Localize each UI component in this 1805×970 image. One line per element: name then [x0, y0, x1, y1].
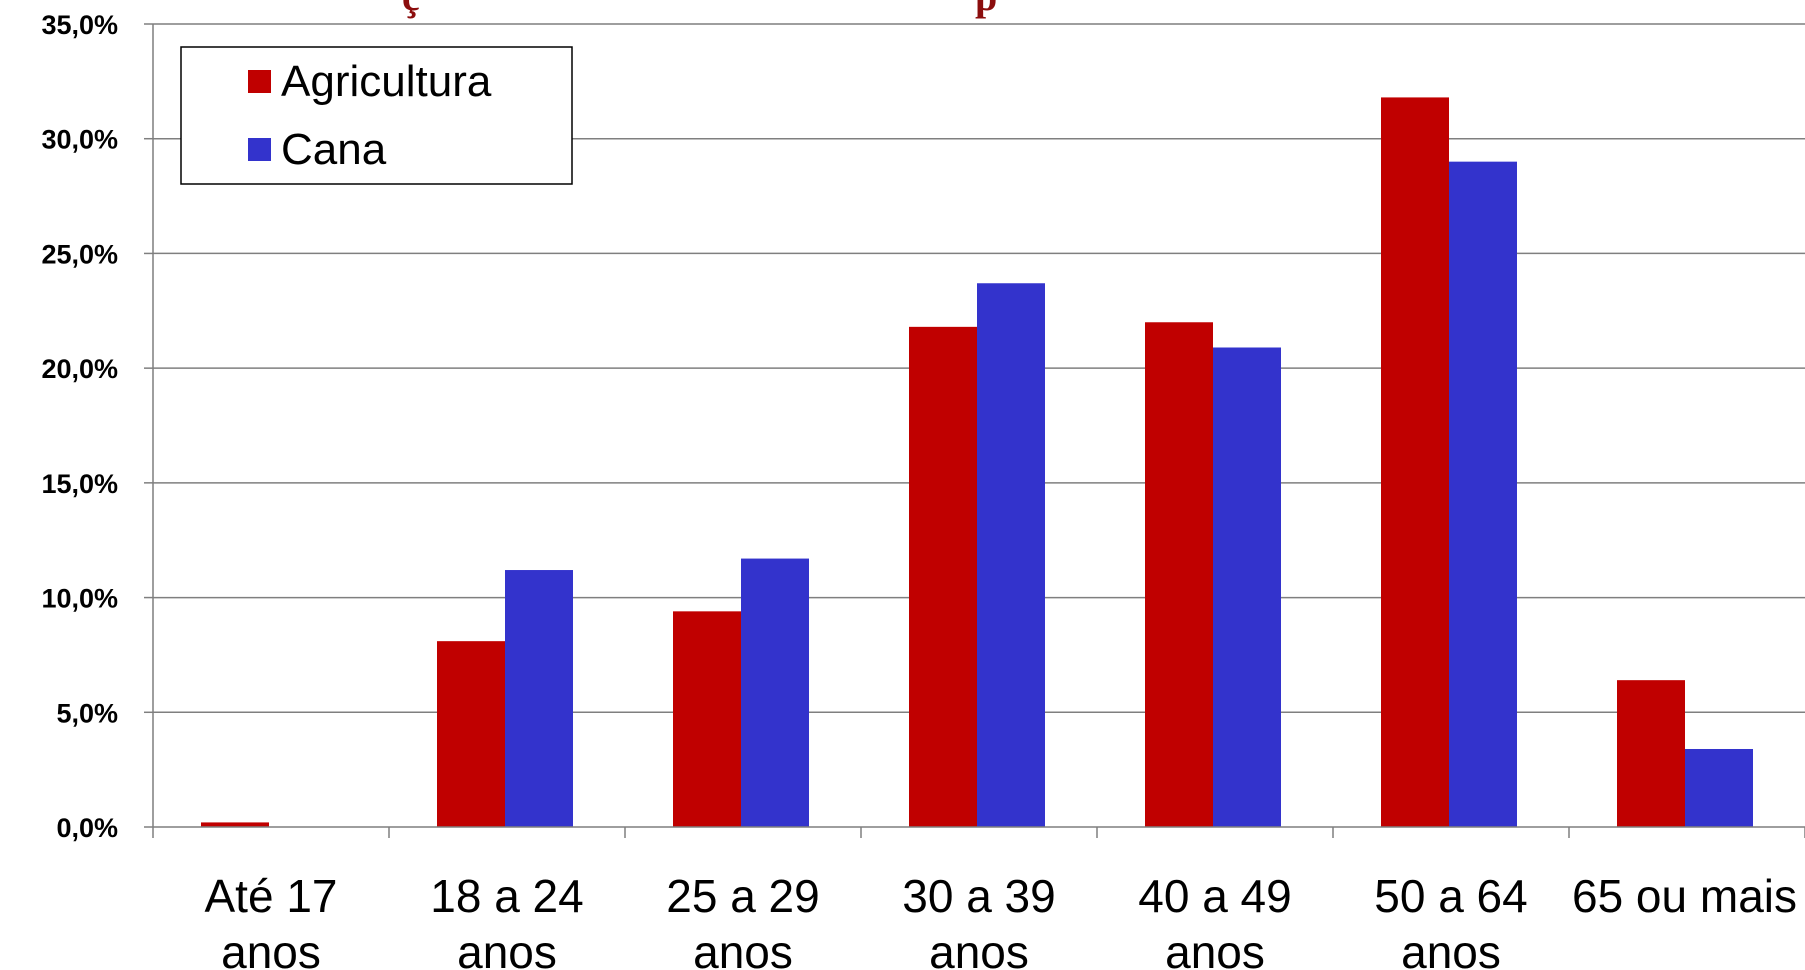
x-category-label: 65 ou mais: [1572, 870, 1797, 922]
y-tick-label: 30,0%: [41, 125, 118, 155]
y-tick-label: 35,0%: [41, 10, 118, 40]
x-category-label: 25 a 29 anos: [666, 870, 819, 970]
legend-swatch-cana: [248, 138, 271, 161]
bar-agricultura: [437, 641, 505, 827]
bar-agricultura: [673, 611, 741, 827]
y-axis-ticks: 0,0% 5,0% 10,0% 15,0% 20,0% 25,0% 30,0% 35,0%: [41, 10, 153, 843]
y-tick-label: 5,0%: [56, 698, 118, 728]
x-category-label: 40 a 49 anos: [1138, 870, 1291, 970]
bar-agricultura: [1617, 680, 1685, 827]
axes: [152, 24, 1805, 838]
title-fragment-2: p: [975, 0, 997, 19]
bar-agricultura: [1145, 322, 1213, 827]
y-tick-label: 15,0%: [41, 469, 118, 499]
x-axis-labels: Até 17 anos 18 a 24 anos 25 a 29 anos 30 a 39 a…: [205, 870, 1798, 970]
legend: Agricultura Cana: [180, 46, 573, 185]
bar-cana: [1685, 748, 1753, 827]
bar-cana: [977, 283, 1045, 827]
legend-label-agricultura: Agricultura: [281, 57, 492, 106]
bar-cana: [505, 570, 573, 827]
x-category-label: 18 a 24 anos: [430, 870, 583, 970]
title-fragment-1: ç: [402, 0, 420, 19]
bar-agricultura: [909, 326, 977, 827]
x-category-label: 30 a 39 anos: [902, 870, 1055, 970]
legend-box: [180, 46, 573, 185]
y-tick-label: 25,0%: [41, 239, 118, 269]
bar-cana: [741, 558, 809, 827]
bar-cana: [1449, 161, 1517, 827]
bar-agricultura: [201, 822, 269, 827]
legend-swatch-agricultura: [248, 70, 271, 93]
bar-cana: [1213, 347, 1281, 827]
y-tick-label: 10,0%: [41, 584, 118, 614]
bars: [201, 97, 1753, 828]
y-tick-label: 0,0%: [56, 813, 118, 843]
legend-label-cana: Cana: [281, 125, 387, 174]
x-category-label: 50 a 64 anos: [1374, 870, 1527, 970]
bar-agricultura: [1381, 97, 1449, 828]
x-category-label: Até 17 anos: [205, 870, 338, 970]
y-tick-label: 20,0%: [41, 354, 118, 384]
